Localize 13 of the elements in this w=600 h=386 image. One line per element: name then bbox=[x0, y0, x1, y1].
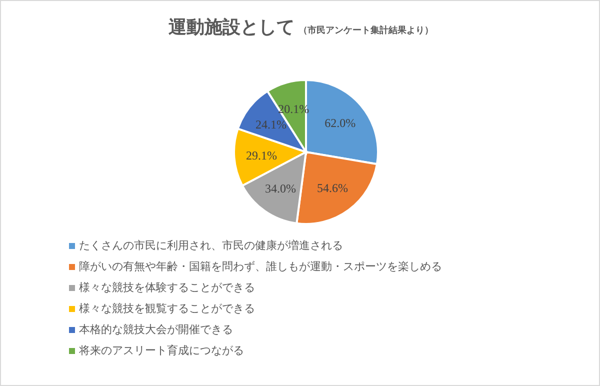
data-label: 24.1% bbox=[255, 117, 286, 132]
chart-title: 運動施設として bbox=[168, 17, 294, 38]
legend-label: 将来のアスリート育成につながる bbox=[79, 344, 244, 357]
data-label: 34.0% bbox=[265, 182, 296, 196]
data-label: 54.6% bbox=[317, 180, 348, 195]
legend-label: 本格的な競技大会が開催できる bbox=[79, 323, 233, 336]
chart-subtitle: （市民アンケート集計結果より） bbox=[298, 26, 434, 36]
legend-label: 障がいの有無や年齢・国籍を問わず、誰しもが運動・スポーツを楽しめる bbox=[79, 260, 442, 273]
legend-label: 様々な競技を体験することができる bbox=[79, 281, 255, 294]
legend-label: たくさんの市民に利用され、市民の健康が増進される bbox=[79, 239, 343, 252]
legend-label: 様々な競技を観覧することができる bbox=[79, 302, 255, 315]
data-label: 29.1% bbox=[246, 148, 277, 162]
data-label: 62.0% bbox=[324, 116, 356, 130]
